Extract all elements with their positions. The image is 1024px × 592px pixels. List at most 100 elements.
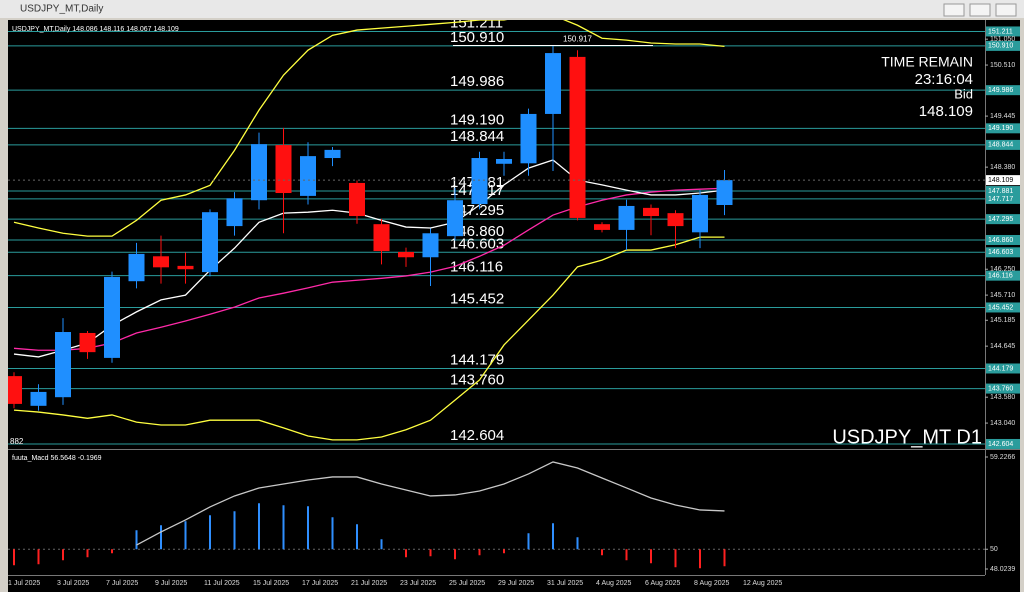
axis-level-box bbox=[986, 302, 1020, 313]
candle-body bbox=[177, 265, 194, 270]
x-tick-label: 1 Jul 2025 bbox=[8, 580, 40, 587]
candle-body bbox=[55, 332, 71, 398]
macd-title: fuuta_Macd 56.5648 -0.1969 bbox=[12, 455, 102, 462]
chart-header: USDJPY_MT,Daily 148.086 148.116 148.067 … bbox=[12, 26, 179, 33]
candle-body bbox=[79, 332, 96, 353]
axis-level-box bbox=[986, 139, 1020, 150]
bid-axis-label: 148.109 bbox=[988, 177, 1013, 184]
candle-body bbox=[275, 145, 292, 194]
x-tick-label: 3 Jul 2025 bbox=[57, 580, 89, 587]
close-button[interactable] bbox=[995, 3, 1017, 17]
candle-body bbox=[447, 200, 463, 237]
title-bar bbox=[0, 0, 1024, 18]
x-tick-label: 15 Jul 2025 bbox=[253, 580, 289, 587]
bid-label: Bid bbox=[954, 86, 973, 101]
candle-body bbox=[104, 276, 120, 358]
axis-level-box bbox=[986, 214, 1020, 225]
x-tick-label: 17 Jul 2025 bbox=[302, 580, 338, 587]
x-tick-label: 12 Aug 2025 bbox=[743, 580, 782, 587]
axis-level-label: 145.452 bbox=[988, 304, 1013, 311]
y-tick-label: 143.580 bbox=[990, 394, 1015, 401]
overlay-line bbox=[13, 236, 725, 441]
axis-level-label: 147.717 bbox=[988, 196, 1013, 203]
x-tick-label: 4 Aug 2025 bbox=[596, 580, 632, 587]
axis-level-label: 146.116 bbox=[988, 272, 1013, 279]
x-tick-label: 25 Jul 2025 bbox=[449, 580, 485, 587]
candle-body bbox=[643, 207, 659, 217]
candle-body bbox=[373, 224, 390, 252]
candle-body bbox=[398, 251, 414, 258]
axis-level-label: 149.190 bbox=[988, 125, 1013, 132]
level-label: 142.604 bbox=[450, 427, 504, 444]
axis-level-label: 142.604 bbox=[988, 441, 1013, 448]
x-tick-label: 31 Jul 2025 bbox=[547, 580, 583, 587]
bid-box bbox=[986, 175, 1020, 186]
axis-level-box bbox=[986, 193, 1020, 204]
time-remain-label: TIME REMAIN bbox=[881, 54, 973, 70]
y-tick-label: 145.710 bbox=[990, 292, 1015, 299]
minimize-button[interactable] bbox=[943, 3, 965, 17]
macd-signal-line bbox=[136, 461, 725, 546]
candle-body bbox=[300, 156, 316, 196]
maximize-button[interactable] bbox=[969, 3, 991, 17]
axis-level-box bbox=[986, 186, 1020, 197]
y-tick-label: 151.050 bbox=[990, 36, 1015, 43]
axis-level-label: 150.910 bbox=[988, 43, 1013, 50]
level-label: 144.179 bbox=[450, 351, 504, 368]
axis-level-box bbox=[986, 26, 1020, 37]
candle-body bbox=[471, 158, 488, 205]
y-tick-label: 149.445 bbox=[990, 113, 1015, 120]
bid-value: 148.109 bbox=[919, 103, 973, 120]
macd-y-tick-label: 50 bbox=[990, 546, 998, 553]
macd-y-tick-label: 59.2266 bbox=[990, 454, 1015, 461]
candle-body bbox=[30, 391, 47, 406]
x-tick-label: 21 Jul 2025 bbox=[351, 580, 387, 587]
candle-body bbox=[545, 53, 561, 114]
x-tick-label: 23 Jul 2025 bbox=[400, 580, 436, 587]
level-label: 151.211 bbox=[450, 14, 503, 31]
candle-body bbox=[496, 158, 512, 164]
candle-body bbox=[594, 224, 610, 230]
overlay-line bbox=[13, 20, 725, 237]
x-tick-label: 6 Aug 2025 bbox=[645, 580, 681, 587]
window-title: USDJPY_MT,Daily bbox=[20, 4, 103, 15]
axis-level-label: 146.603 bbox=[988, 249, 1013, 256]
candle-body bbox=[349, 182, 365, 217]
candle-body bbox=[618, 205, 635, 230]
candle-body bbox=[667, 213, 684, 227]
level-label: 149.986 bbox=[450, 73, 504, 90]
level-label: 145.452 bbox=[450, 290, 504, 307]
y-tick-label: 148.380 bbox=[990, 164, 1015, 171]
peak-label: 150.917 bbox=[563, 35, 592, 44]
candle-body bbox=[569, 56, 586, 218]
candle-body bbox=[251, 144, 267, 201]
candle-body bbox=[716, 180, 733, 206]
overlay-line bbox=[13, 187, 725, 351]
axis-level-box bbox=[986, 85, 1020, 96]
axis-level-label: 151.211 bbox=[988, 28, 1013, 35]
axis-level-label: 147.881 bbox=[988, 188, 1013, 195]
y-tick-label: 146.250 bbox=[990, 266, 1015, 273]
axis-level-box bbox=[986, 270, 1020, 281]
corner-label: 882 bbox=[10, 437, 24, 446]
x-tick-label: 9 Jul 2025 bbox=[155, 580, 187, 587]
symbol-label: USDJPY_MT D1 bbox=[832, 426, 982, 448]
x-tick-label: 8 Aug 2025 bbox=[694, 580, 730, 587]
level-label: 146.116 bbox=[450, 259, 503, 276]
level-label: 150.910 bbox=[450, 29, 504, 46]
candle-body bbox=[8, 376, 22, 404]
level-label: 146.860 bbox=[450, 223, 504, 240]
y-tick-label: 150.510 bbox=[990, 62, 1015, 69]
axis-level-label: 146.860 bbox=[988, 237, 1013, 244]
x-tick-label: 7 Jul 2025 bbox=[106, 580, 138, 587]
axis-level-box bbox=[986, 234, 1020, 245]
candle-body bbox=[128, 253, 145, 282]
level-label: 143.760 bbox=[450, 372, 504, 389]
axis-level-box bbox=[986, 247, 1020, 258]
axis-level-box bbox=[986, 383, 1020, 394]
axis-level-box bbox=[986, 438, 1020, 449]
macd-y-tick-label: 48.0239 bbox=[990, 566, 1015, 573]
y-tick-label: 144.645 bbox=[990, 343, 1015, 350]
level-label: 147.295 bbox=[450, 202, 504, 219]
